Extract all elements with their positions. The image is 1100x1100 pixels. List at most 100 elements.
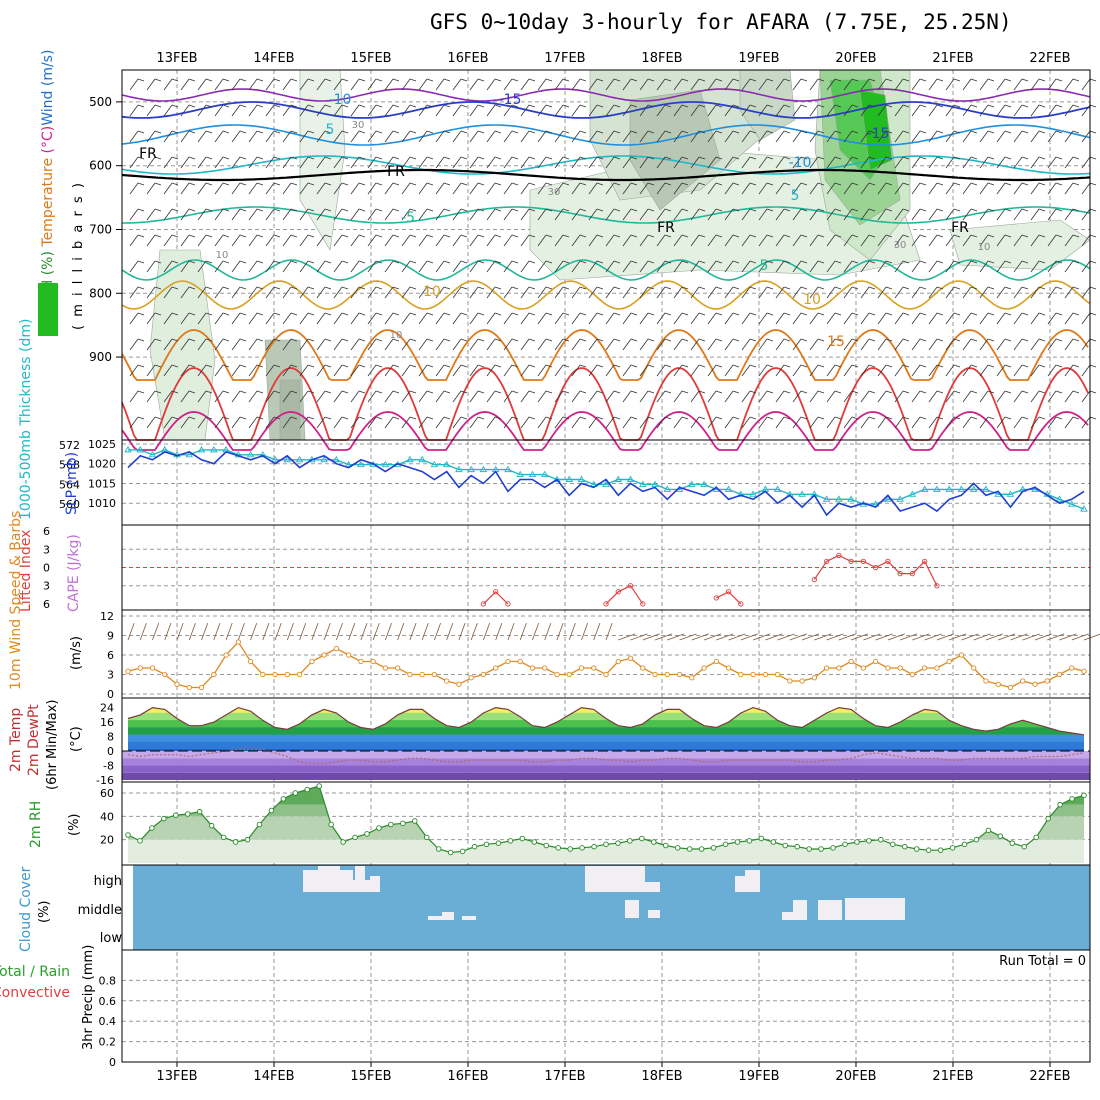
wind-barb	[248, 78, 258, 91]
wind-barb	[146, 416, 156, 429]
wind-barb	[554, 234, 564, 247]
wind-barb	[554, 416, 564, 429]
wind-barb-flag	[205, 156, 213, 160]
wind-barb-flag	[851, 234, 859, 238]
wind-barb	[588, 78, 598, 91]
wind-barb-flag	[630, 260, 638, 264]
wind-barb-flag	[562, 286, 570, 290]
wind-barb	[911, 338, 921, 351]
wind-barb-flag	[341, 130, 349, 134]
contour-purple	[121, 88, 1091, 102]
wind-barb	[503, 182, 513, 195]
wind-barb	[367, 260, 377, 273]
wind-barb-flag	[1038, 156, 1046, 160]
wind-barb	[741, 182, 751, 195]
wind10-point	[787, 678, 793, 684]
wind-barb-flag	[579, 338, 587, 342]
wind-barb-flag	[715, 156, 723, 160]
wind-barb	[690, 312, 700, 325]
thickness-point	[136, 446, 145, 453]
wind-barb-flag	[392, 416, 400, 420]
wind-barb	[163, 286, 173, 299]
wind-barb-flag	[460, 416, 468, 420]
wind10-barb	[936, 633, 954, 641]
wind-barb	[945, 338, 955, 351]
wind-barb	[163, 156, 173, 169]
rh-shade	[149, 249, 216, 441]
wind-barb	[996, 416, 1006, 429]
wind-barb	[180, 208, 190, 221]
wind-barb-flag	[987, 416, 995, 420]
rh-point	[1069, 796, 1075, 802]
wind-barb-flag	[290, 286, 298, 290]
wind-barb-flag	[188, 364, 196, 368]
wind-barb	[622, 182, 632, 195]
wind-barb	[248, 338, 258, 351]
rh-point	[734, 839, 741, 845]
wind-barb	[1013, 338, 1023, 351]
wind-barb-flag	[392, 78, 400, 82]
wind-barb	[401, 312, 411, 325]
wind-barb-flag	[205, 260, 213, 264]
wind-barb	[333, 182, 343, 195]
wind-barb-flag	[307, 286, 315, 290]
wind-barb-flag	[613, 78, 621, 82]
wind10-barb	[348, 622, 356, 641]
wind-barb-flag	[1004, 364, 1012, 368]
rh-point	[698, 846, 705, 852]
wind-barb-flag	[477, 208, 485, 212]
thickness-point	[957, 485, 966, 492]
wind-barb-flag	[341, 416, 349, 420]
wind-barb-flag	[783, 78, 791, 82]
wind10-point	[542, 665, 548, 671]
wind-barb	[1064, 260, 1074, 273]
li-point	[836, 552, 842, 559]
contour-label: -15	[499, 92, 522, 108]
rh-point	[196, 808, 203, 815]
wind-barb	[248, 286, 258, 299]
wind-barb-flag	[630, 416, 638, 420]
wind-barb	[860, 312, 870, 325]
wind-barb	[792, 156, 802, 169]
wind-barb-flag	[409, 104, 417, 108]
wind10-point	[529, 665, 536, 671]
wind-barb-flag	[766, 390, 774, 394]
wind-barb-flag	[766, 364, 774, 368]
wind-barb	[537, 260, 547, 273]
wind-barb-flag	[205, 390, 213, 394]
wind-barb-flag	[426, 312, 434, 316]
wind-barb-flag	[409, 312, 417, 316]
wind-barb	[571, 104, 581, 117]
wind-barb-flag	[800, 78, 808, 82]
wind-barb-flag	[817, 182, 825, 186]
wind-barb	[418, 312, 428, 325]
wind-barb	[418, 234, 428, 247]
wind-barb-flag	[681, 130, 689, 134]
cloud-block	[845, 898, 905, 920]
wind-barb	[537, 234, 547, 247]
wind-barb-flag	[647, 416, 655, 420]
wind-barb	[469, 364, 479, 377]
wind-barb-flag	[766, 234, 774, 238]
wind10-point	[983, 678, 989, 684]
wind-barb-flag	[511, 130, 519, 134]
wind-barb	[214, 130, 224, 143]
wind-barb	[605, 364, 615, 377]
wind-barb-flag	[970, 416, 978, 420]
wind-barb-flag	[868, 104, 876, 108]
wind-barb	[316, 208, 326, 221]
wind-barb	[860, 130, 870, 143]
wind-barb	[979, 338, 989, 351]
dewpt-line	[127, 748, 1085, 765]
wind-barb-flag	[868, 78, 876, 82]
wind-barb-flag	[647, 338, 655, 342]
wind-barb-flag	[273, 364, 281, 368]
wind-barb-flag	[851, 78, 859, 82]
contour-label: 5	[326, 122, 335, 138]
wind10-point	[713, 658, 719, 665]
wind-barb-flag	[273, 260, 281, 264]
li-point	[603, 601, 609, 607]
wind-barb-flag	[562, 208, 570, 212]
wind-barb	[673, 104, 683, 117]
wind-barb-flag	[936, 78, 944, 82]
